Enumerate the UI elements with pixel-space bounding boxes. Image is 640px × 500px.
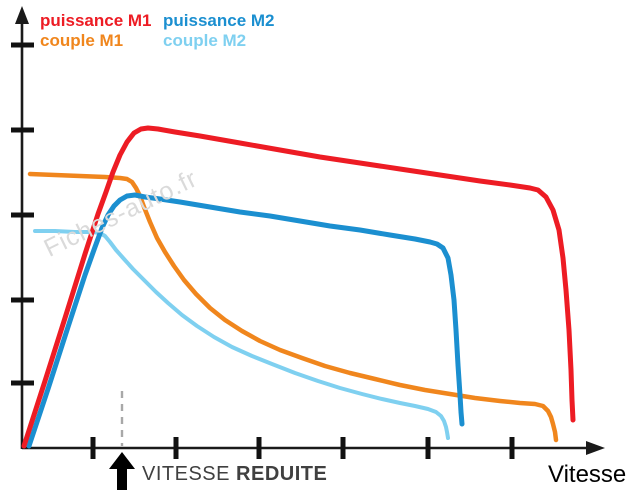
- reduced-speed-label: VITESSE REDUITE: [142, 463, 327, 486]
- reduced-speed-label-regular: VITESSE: [142, 463, 237, 485]
- legend-item-puissance-m2: puissance M2: [163, 11, 275, 30]
- curve-couple-m2: [33, 229, 450, 440]
- reduced-speed-label-bold: REDUITE: [236, 463, 328, 485]
- x-axis-arrow-icon: [586, 441, 605, 455]
- legend-item-puissance-m1: puissance M1: [40, 11, 152, 30]
- y-ticks: [11, 42, 34, 386]
- legend-item-couple-m1: couple M1: [40, 31, 124, 50]
- reduced-speed-arrow-icon: [109, 452, 135, 490]
- legend-item-couple-m2: couple M2: [163, 31, 247, 50]
- x-ticks: [90, 437, 515, 459]
- curves: [21, 125, 576, 449]
- x-axis-label: Vitesse: [548, 461, 627, 488]
- curve-puissance-m1: [21, 125, 576, 449]
- curve-couple-m1: [27, 171, 559, 443]
- y-axis-arrow-icon: [15, 6, 29, 24]
- curve-puissance-m2: [26, 192, 465, 449]
